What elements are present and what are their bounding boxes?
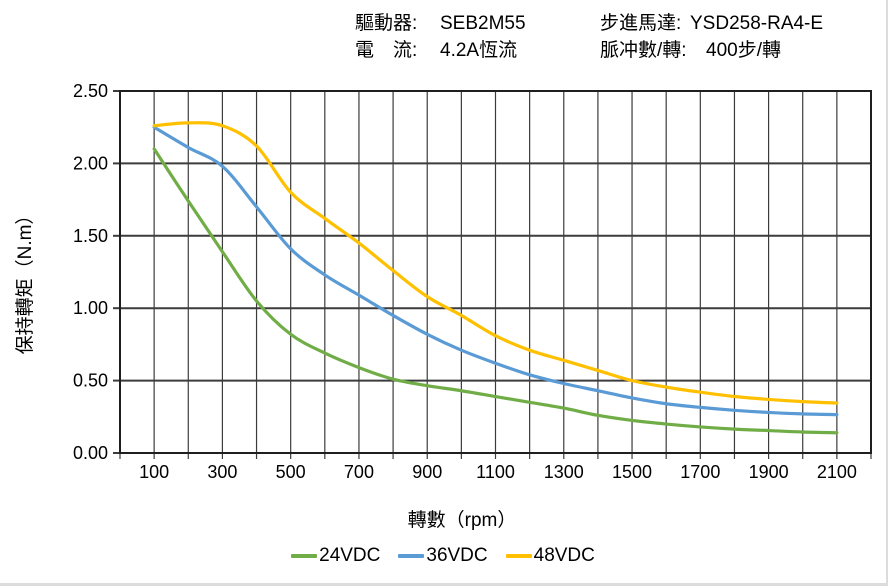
y-tick-label: 1.00: [73, 298, 108, 318]
legend-item-36VDC: 36VDC: [398, 545, 488, 567]
y-tick-label: 2.00: [73, 153, 108, 173]
driver-value: SEB2M55: [440, 13, 526, 34]
current-value: 4.2A恆流: [440, 40, 518, 61]
curve-layer: [152, 121, 839, 435]
torque-speed-chart: 100 300 500 700 900 1100 1300 1500 1700 1900 2100 0…: [14, 81, 872, 531]
x-tick-label: 300: [207, 462, 237, 482]
series-curve-36VDC: [152, 125, 839, 417]
y-tick-label: 2.50: [73, 81, 108, 101]
x-tick-label: 700: [344, 462, 374, 482]
x-tick-label: 2100: [817, 462, 857, 482]
legend: 24VDC 36VDC 48VDC: [0, 545, 886, 567]
pulses-label: 脈冲數/轉:: [600, 40, 687, 61]
legend-item-48VDC: 48VDC: [505, 545, 595, 567]
y-axis-title: 保持轉矩（N.m）: [14, 206, 36, 355]
plot-frame: [119, 90, 872, 454]
series-curve-24VDC: [152, 147, 839, 435]
x-tick-label: 1300: [544, 462, 584, 482]
pulses-value: 400步/轉: [706, 40, 781, 61]
x-tick-label: 1700: [680, 462, 720, 482]
x-axis-title: 轉數（rpm）: [408, 509, 517, 531]
driver-label: 驅動器:: [355, 13, 418, 34]
x-tick-label: 500: [276, 462, 306, 482]
x-tick-label: 1500: [612, 462, 652, 482]
series-curve-48VDC: [152, 121, 839, 405]
tick-label-layer: 100 300 500 700 900 1100 1300 1500 1700 1900 2100 0…: [73, 81, 857, 482]
x-tick-label: 900: [412, 462, 442, 482]
x-tick-label: 1900: [749, 462, 789, 482]
legend-label: 24VDC: [319, 545, 381, 566]
legend-item-24VDC: 24VDC: [291, 545, 380, 567]
legend-line-icon: [398, 554, 425, 558]
y-tick-label: 0.50: [73, 371, 108, 391]
legend-label: 36VDC: [426, 545, 488, 566]
grid-layer: [113, 90, 872, 459]
legend-label: 48VDC: [533, 545, 595, 566]
y-tick-label: 0.00: [73, 443, 108, 463]
x-tick-label: 100: [139, 462, 169, 482]
motor-value: YSD258-RA4-E: [690, 13, 824, 34]
legend-line-icon: [505, 554, 532, 558]
current-label: 電 流:: [355, 40, 418, 61]
x-tick-label: 1100: [476, 462, 515, 482]
motor-label: 步進馬達:: [600, 13, 682, 34]
y-tick-label: 1.50: [73, 226, 108, 246]
legend-line-icon: [291, 554, 318, 558]
